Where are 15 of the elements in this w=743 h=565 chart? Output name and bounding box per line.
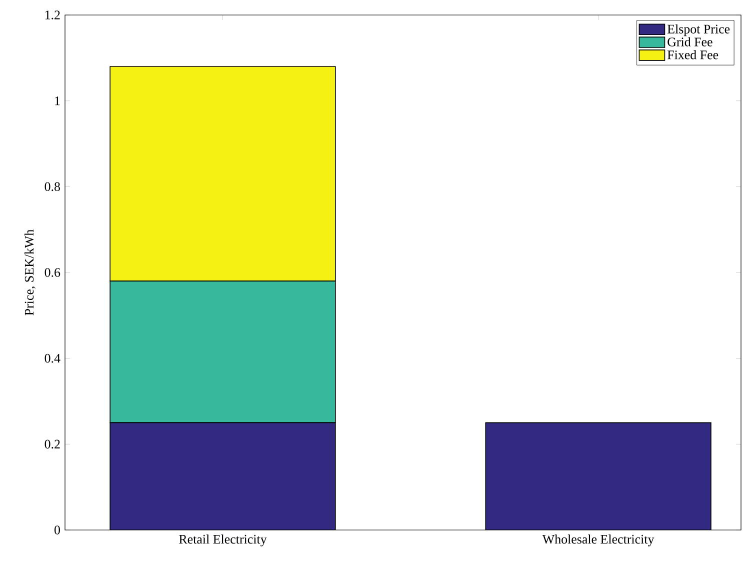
x-tick-label: Retail Electricity bbox=[179, 534, 267, 546]
x-tick-label: Wholesale Electricity bbox=[542, 534, 654, 546]
y-tick-label: 1.2 bbox=[45, 10, 60, 20]
y-tick-label: 0 bbox=[54, 526, 60, 534]
bar bbox=[485, 422, 712, 530]
y-tick-label: 1 bbox=[55, 96, 60, 106]
bar bbox=[110, 422, 336, 530]
y-tick-label: 0.2 bbox=[44, 440, 60, 449]
legend-label: Fixed Fee bbox=[667, 50, 718, 60]
y-tick-label: 0.8 bbox=[44, 182, 60, 192]
y-tick-label: 0.6 bbox=[44, 268, 60, 277]
y-axis-title: Price, SEK/kWh bbox=[24, 230, 36, 316]
legend-label: Elspot Price bbox=[667, 24, 730, 36]
legend-label: Grid Fee bbox=[668, 37, 712, 46]
y-tick-label: 0.4 bbox=[44, 354, 60, 363]
